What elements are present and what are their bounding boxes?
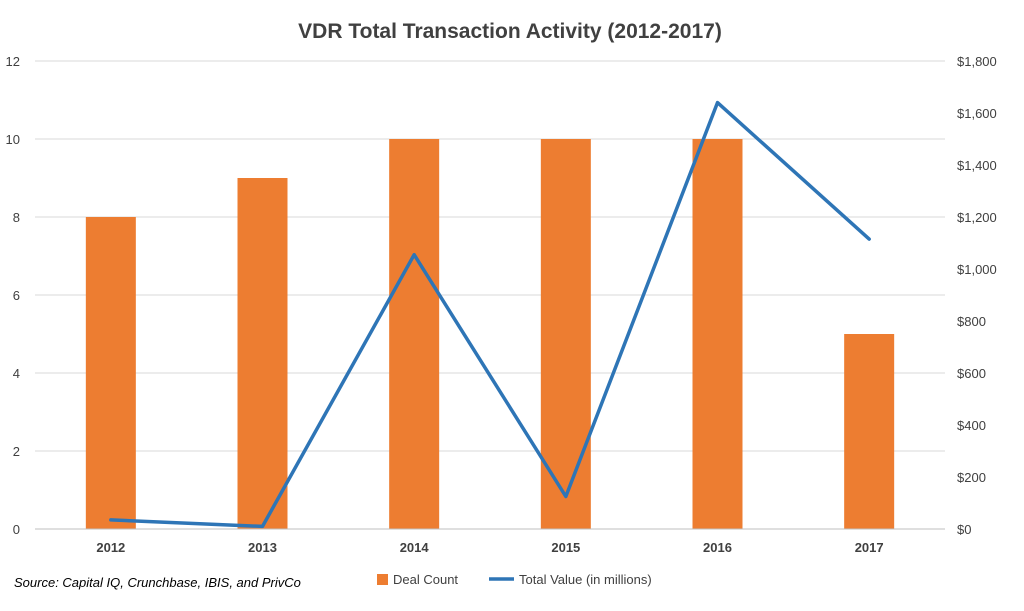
left-y-tick-label: 4 — [13, 366, 20, 381]
source-note: Source: Capital IQ, Crunchbase, IBIS, an… — [14, 575, 301, 590]
gridlines — [35, 61, 945, 529]
legend-swatch-deal-count — [377, 574, 388, 585]
x-tick-label: 2012 — [96, 540, 125, 555]
x-tick-label: 2014 — [400, 540, 430, 555]
chart-title: VDR Total Transaction Activity (2012-201… — [298, 20, 722, 43]
right-y-tick-label: $1,800 — [957, 54, 997, 69]
left-y-tick-label: 12 — [6, 54, 20, 69]
deal-count-bar — [844, 334, 894, 529]
left-y-tick-label: 2 — [13, 444, 20, 459]
right-y-axis: $0 $200 $400 $600 $800 $1,000 $1,200 $1,400 $1,6… — [957, 54, 997, 537]
left-y-tick-label: 0 — [13, 522, 20, 537]
total-value-line-series — [111, 103, 870, 527]
right-y-tick-label: $1,000 — [957, 262, 997, 277]
right-y-tick-label: $600 — [957, 366, 986, 381]
left-y-tick-label: 8 — [13, 210, 20, 225]
right-y-tick-label: $1,400 — [957, 158, 997, 173]
deal-count-bars — [86, 139, 894, 529]
right-y-tick-label: $800 — [957, 314, 986, 329]
deal-count-bar — [389, 139, 439, 529]
x-tick-label: 2017 — [855, 540, 884, 555]
deal-count-bar — [693, 139, 743, 529]
x-tick-label: 2013 — [248, 540, 277, 555]
x-tick-label: 2015 — [551, 540, 580, 555]
left-y-tick-label: 6 — [13, 288, 20, 303]
right-y-tick-label: $1,600 — [957, 106, 997, 121]
left-y-tick-label: 10 — [6, 132, 20, 147]
x-axis: 2012 2013 2014 2015 2016 2017 — [35, 529, 945, 555]
right-y-tick-label: $1,200 — [957, 210, 997, 225]
legend-label-deal-count: Deal Count — [393, 572, 458, 587]
left-y-axis: 0 2 4 6 8 10 12 — [6, 54, 20, 537]
x-tick-label: 2016 — [703, 540, 732, 555]
deal-count-bar — [238, 178, 288, 529]
deal-count-bar — [86, 217, 136, 529]
legend: Deal Count Total Value (in millions) — [377, 572, 652, 587]
right-y-tick-label: $400 — [957, 418, 986, 433]
right-y-tick-label: $0 — [957, 522, 971, 537]
right-y-tick-label: $200 — [957, 470, 986, 485]
total-value-line — [111, 103, 869, 527]
legend-label-total-value: Total Value (in millions) — [519, 572, 652, 587]
